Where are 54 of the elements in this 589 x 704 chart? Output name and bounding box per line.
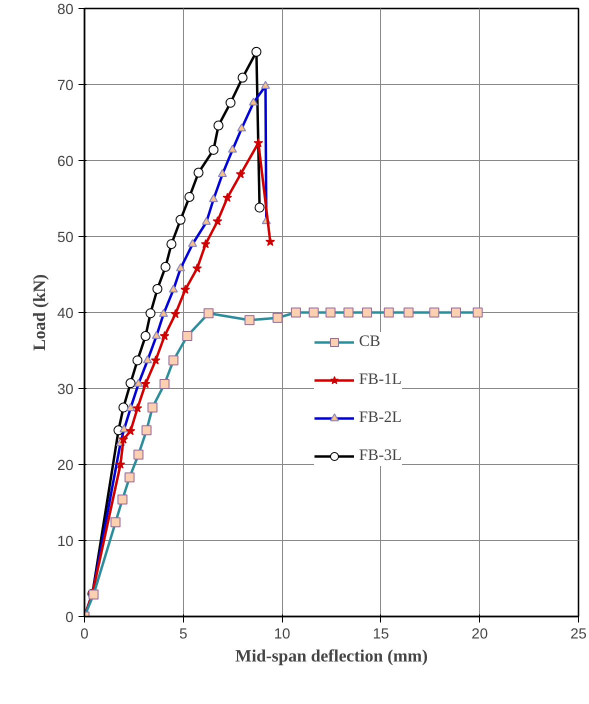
x-tick-label: 25 bbox=[570, 626, 587, 642]
point bbox=[265, 236, 276, 246]
y-tick-label: 30 bbox=[57, 382, 74, 398]
x-tick-label: 15 bbox=[372, 626, 390, 642]
point bbox=[140, 378, 150, 388]
y-tick-label: 0 bbox=[65, 610, 74, 626]
point bbox=[152, 284, 162, 294]
x-tick-label: 0 bbox=[80, 626, 89, 642]
point bbox=[254, 202, 265, 213]
x-axis-title: Mid-span deflection (mm) bbox=[235, 646, 428, 666]
y-tick-label: 40 bbox=[57, 306, 74, 322]
legend-label: CB bbox=[359, 333, 380, 351]
point bbox=[132, 403, 142, 412]
y-axis-title: Load (kN) bbox=[30, 274, 50, 351]
point bbox=[200, 239, 210, 248]
point bbox=[226, 98, 236, 108]
point bbox=[194, 168, 204, 178]
point bbox=[146, 308, 156, 318]
legend-label: FB-2L bbox=[359, 409, 402, 427]
legend-label: FB-1L bbox=[359, 371, 402, 389]
point bbox=[160, 262, 171, 272]
point bbox=[118, 402, 128, 412]
point bbox=[254, 138, 264, 148]
y-tick-label: 20 bbox=[57, 458, 74, 474]
point bbox=[213, 120, 224, 131]
legend-label: FB-3L bbox=[359, 447, 402, 465]
y-tick-label: 60 bbox=[57, 154, 74, 170]
point bbox=[118, 434, 128, 444]
point bbox=[126, 426, 136, 436]
point bbox=[212, 216, 222, 226]
point bbox=[180, 284, 190, 294]
point bbox=[238, 72, 248, 83]
y-tick-label: 80 bbox=[57, 2, 74, 18]
point bbox=[222, 192, 232, 202]
x-tick-label: 20 bbox=[472, 626, 488, 642]
point bbox=[166, 239, 176, 250]
point bbox=[192, 263, 202, 273]
y-tick-label: 50 bbox=[57, 230, 74, 246]
point bbox=[236, 169, 246, 178]
y-tick-label: 70 bbox=[57, 78, 74, 94]
point bbox=[170, 309, 180, 318]
x-tick-label: 10 bbox=[274, 626, 290, 642]
y-tick-label: 10 bbox=[57, 534, 74, 550]
point bbox=[132, 355, 142, 366]
point bbox=[126, 378, 136, 388]
point bbox=[184, 192, 194, 202]
point bbox=[150, 355, 160, 365]
point bbox=[251, 46, 262, 57]
point bbox=[176, 214, 186, 225]
point bbox=[140, 331, 151, 342]
point bbox=[160, 331, 170, 340]
x-tick-label: 5 bbox=[179, 626, 188, 642]
point bbox=[116, 460, 126, 469]
point bbox=[208, 144, 219, 155]
